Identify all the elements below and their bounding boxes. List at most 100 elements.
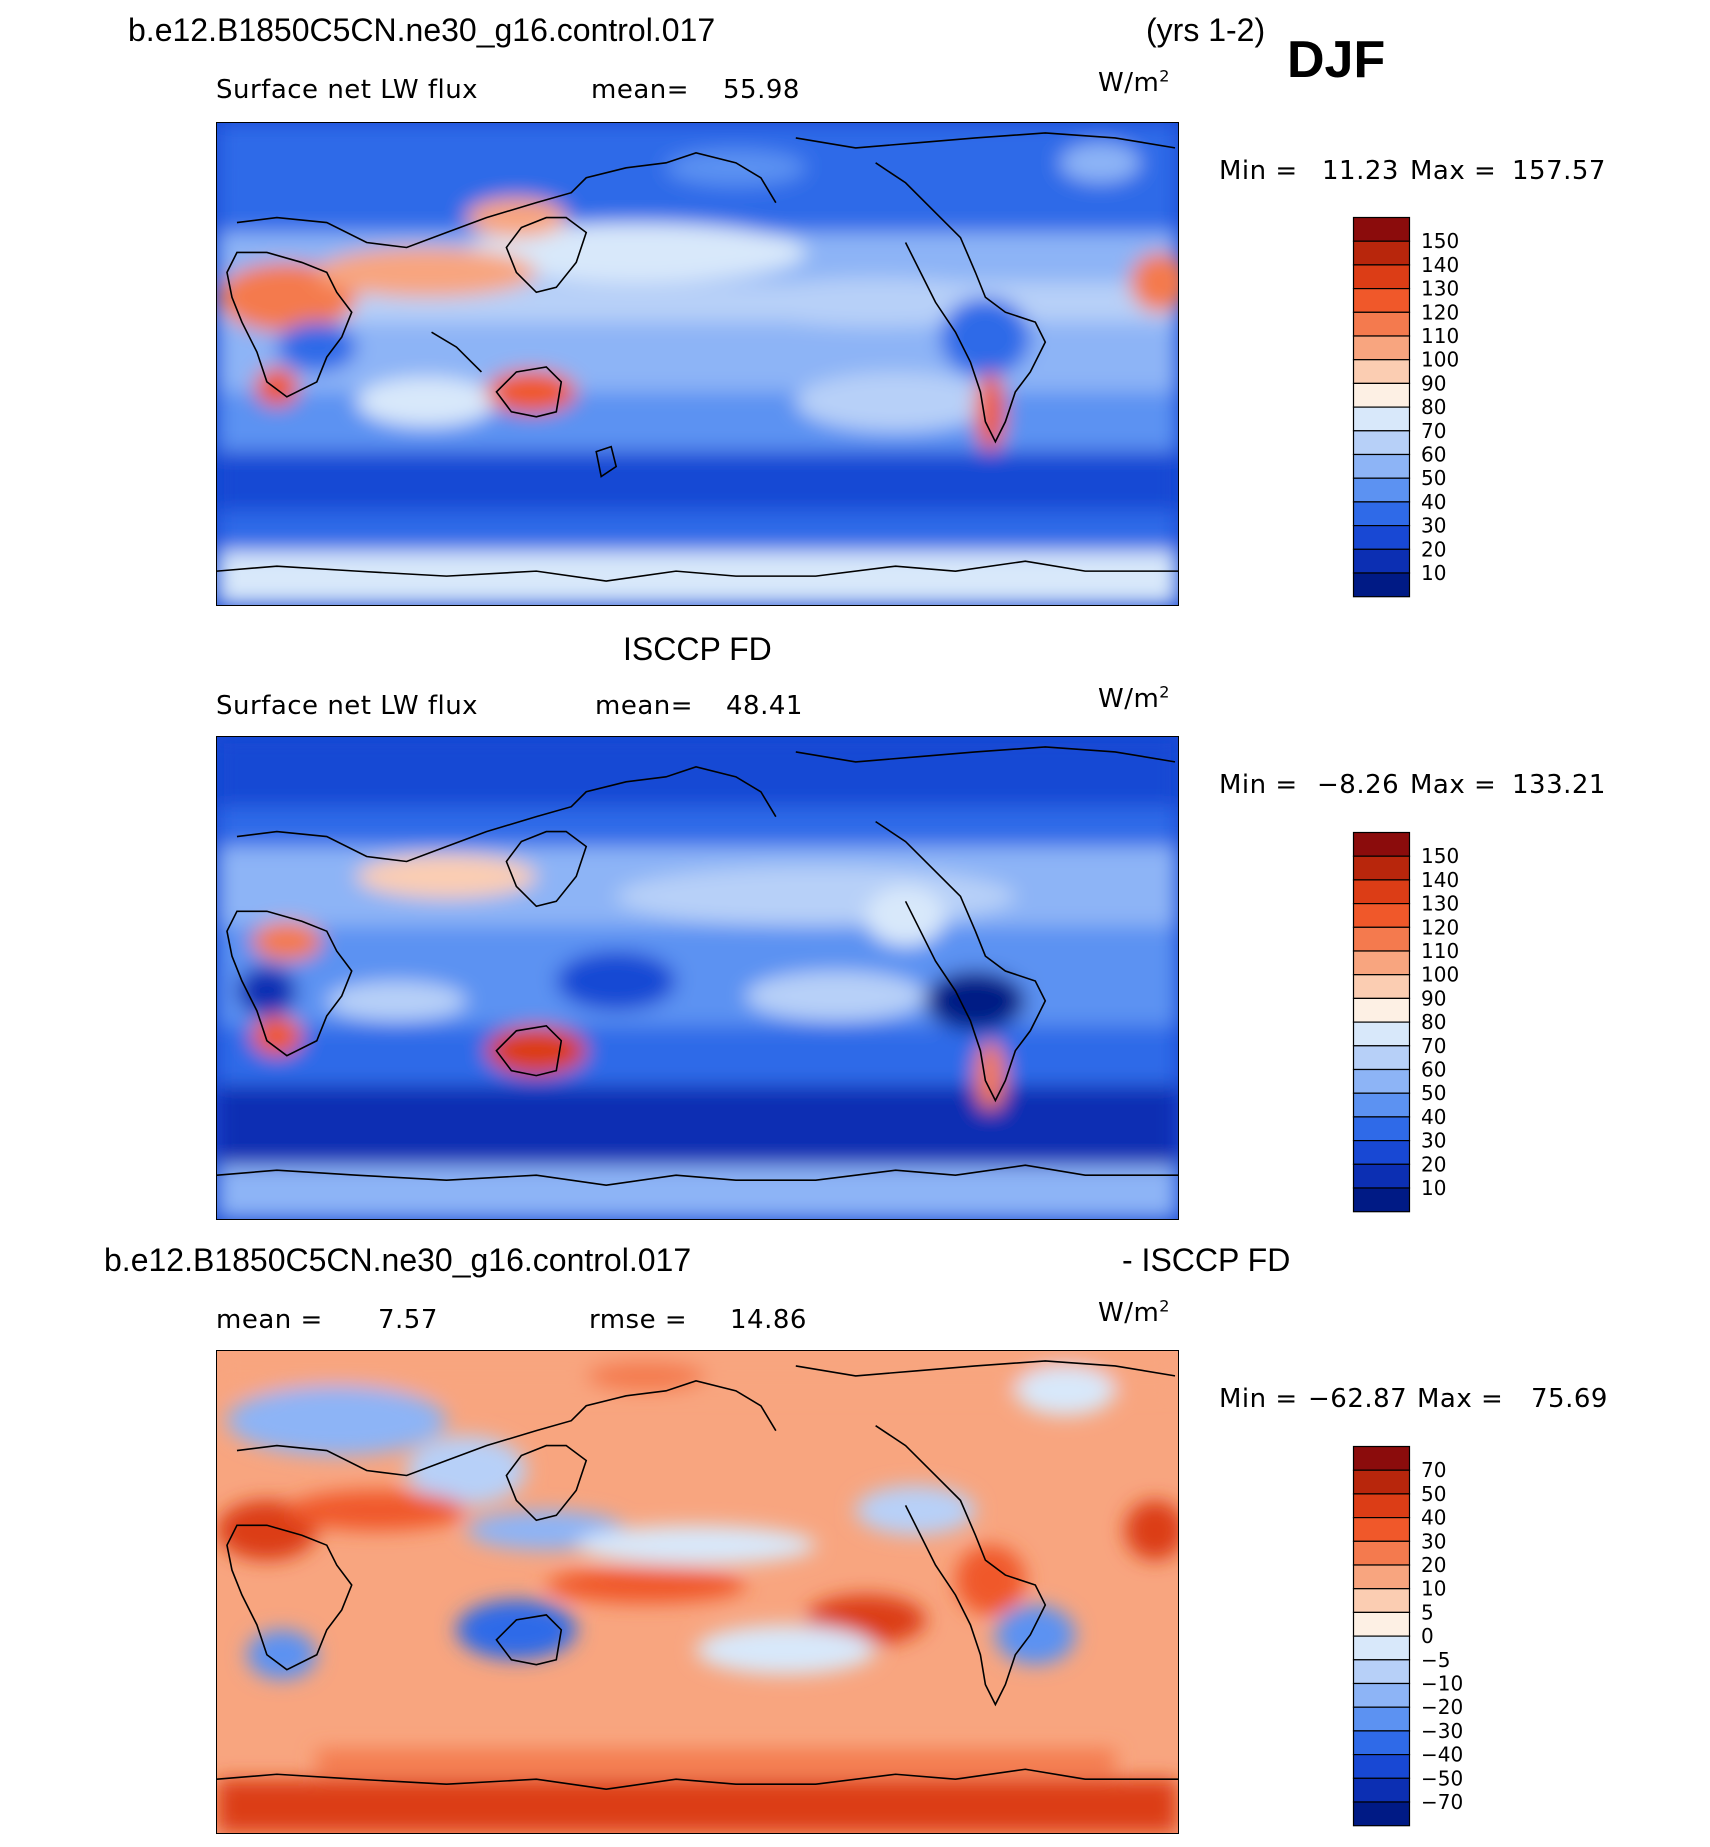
colorbar-box: [1352, 1116, 1411, 1142]
colorbar-box: [1352, 287, 1411, 313]
colorbar-box: [1352, 997, 1411, 1023]
colorbar-box: [1352, 1754, 1411, 1779]
colorbar-box: [1352, 240, 1411, 266]
colorbar-tick-label: −20: [1421, 1695, 1463, 1719]
colorbar-tick-label: 100: [1421, 963, 1459, 987]
colorbar-box: [1352, 430, 1411, 456]
colorbar-box: [1352, 572, 1411, 598]
colorbar-tick-label: 90: [1421, 371, 1446, 395]
panel3-max-value: 75.69: [1531, 1384, 1608, 1414]
colorbar-box: [1352, 1564, 1411, 1590]
colorbar-box: [1352, 1163, 1411, 1189]
colorbar-tick-label: −50: [1421, 1766, 1463, 1790]
colorbar-tick-label: 130: [1421, 892, 1459, 916]
colorbar-box: [1352, 1540, 1411, 1566]
colorbar-tick-label: 80: [1421, 1010, 1446, 1034]
panel2-variable-label: Surface net LW flux: [216, 691, 479, 721]
colorbar-box: [1352, 902, 1411, 928]
colorbar-box: [1352, 335, 1411, 361]
colorbar-tick-label: 120: [1421, 300, 1459, 324]
panel2-mean-label: mean=: [595, 691, 694, 721]
panel3-min-value: −62.87: [1308, 1384, 1408, 1414]
season-label: DJF: [1287, 31, 1386, 89]
colorbar-tick-label: 100: [1421, 348, 1459, 372]
colorbar-box: [1352, 831, 1411, 857]
colorbar-box: [1352, 879, 1411, 905]
colorbar-tick-label: 70: [1421, 1458, 1446, 1482]
colorbar-box: [1352, 855, 1411, 881]
colorbar-tick-label: 110: [1421, 324, 1459, 348]
colorbar-box: [1352, 1445, 1411, 1471]
panel2-mean-value: 48.41: [726, 691, 803, 721]
colorbar-tick-label: 50: [1421, 1081, 1446, 1105]
colorbar-box: [1352, 1611, 1411, 1637]
panel2-colorbar: 150 140 130 120 110 100 90 80 70 60 50 40 30 20 10: [1352, 831, 1503, 1213]
colorbar-box: [1352, 1706, 1411, 1732]
panel1-map: [216, 122, 1179, 606]
panel2-map: [216, 736, 1179, 1220]
panel3-mean-value: 7.57: [378, 1305, 438, 1335]
colorbar-box: [1352, 406, 1411, 432]
colorbar-tick-label: 30: [1421, 1529, 1446, 1553]
colorbar-tick-label: −30: [1421, 1719, 1463, 1743]
colorbar-box: [1352, 264, 1411, 290]
colorbar-box: [1352, 1588, 1411, 1613]
colorbar-tick-label: 60: [1421, 1058, 1446, 1082]
colorbar-box: [1352, 501, 1411, 527]
colorbar-box: [1352, 1801, 1411, 1827]
colorbar-box: [1352, 1140, 1411, 1165]
colorbar-box: [1352, 216, 1411, 242]
panel2-units: W/m2: [1098, 682, 1170, 714]
colorbar-tick-label: 70: [1421, 419, 1446, 443]
colorbar-tick-label: 130: [1421, 277, 1459, 301]
panel1-min-label: Min =: [1219, 156, 1298, 186]
panel1-variable-label: Surface net LW flux: [216, 75, 479, 105]
colorbar-tick-label: 40: [1421, 490, 1446, 514]
panel1-max-value: 157.57: [1512, 156, 1606, 186]
colorbar-tick-label: 90: [1421, 986, 1446, 1010]
colorbar-tick-label: 30: [1421, 1129, 1446, 1153]
colorbar-tick-label: 5: [1421, 1600, 1434, 1624]
colorbar-box: [1352, 1469, 1411, 1495]
colorbar-box: [1352, 1682, 1411, 1708]
colorbar-tick-label: −5: [1421, 1648, 1450, 1672]
colorbar-tick-label: 20: [1421, 537, 1446, 561]
panel3-min-label: Min =: [1219, 1384, 1298, 1414]
colorbar-tick-label: 110: [1421, 939, 1459, 963]
colorbar-box: [1352, 950, 1411, 976]
case-title: b.e12.B1850C5CN.ne30_g16.control.017: [128, 12, 716, 48]
colorbar-box: [1352, 1516, 1411, 1542]
colorbar-box: [1352, 974, 1411, 999]
colorbar-box: [1352, 1092, 1411, 1118]
colorbar-tick-label: 30: [1421, 514, 1446, 538]
panel1-units: W/m2: [1098, 66, 1170, 98]
colorbar-tick-label: 10: [1421, 1176, 1446, 1200]
colorbar-tick-label: −40: [1421, 1743, 1463, 1767]
colorbar-box: [1352, 1021, 1411, 1047]
colorbar-box: [1352, 477, 1411, 503]
panel2-min-label: Min =: [1219, 770, 1298, 800]
colorbar-tick-label: 40: [1421, 1506, 1446, 1530]
colorbar-tick-label: 50: [1421, 466, 1446, 490]
panel3-max-label: Max =: [1417, 1384, 1504, 1414]
panel3-rmse-value: 14.86: [730, 1305, 807, 1335]
colorbar-box: [1352, 525, 1411, 550]
panel3-title-left: b.e12.B1850C5CN.ne30_g16.control.017: [104, 1242, 692, 1278]
panel3-rmse-label: rmse =: [589, 1305, 688, 1335]
colorbar-box: [1352, 1777, 1411, 1803]
colorbar-tick-label: 10: [1421, 1577, 1446, 1601]
panel1-max-label: Max =: [1410, 156, 1497, 186]
panel3-map: [216, 1350, 1179, 1834]
colorbar-tick-label: 150: [1421, 229, 1459, 253]
colorbar-box: [1352, 311, 1411, 337]
colorbar-tick-label: 20: [1421, 1152, 1446, 1176]
panel2-max-label: Max =: [1410, 770, 1497, 800]
panel1-min-value: 11.23: [1322, 156, 1399, 186]
colorbar-box: [1352, 1187, 1411, 1213]
colorbar-tick-label: 0: [1421, 1624, 1434, 1648]
colorbar-tick-label: 120: [1421, 915, 1459, 939]
panel1-colorbar: 150 140 130 120 110 100 90 80 70 60 50 40 30 20 10: [1352, 216, 1503, 598]
panel2-max-value: 133.21: [1512, 770, 1606, 800]
panel3-mean-label: mean =: [216, 1305, 323, 1335]
colorbar-box: [1352, 453, 1411, 479]
